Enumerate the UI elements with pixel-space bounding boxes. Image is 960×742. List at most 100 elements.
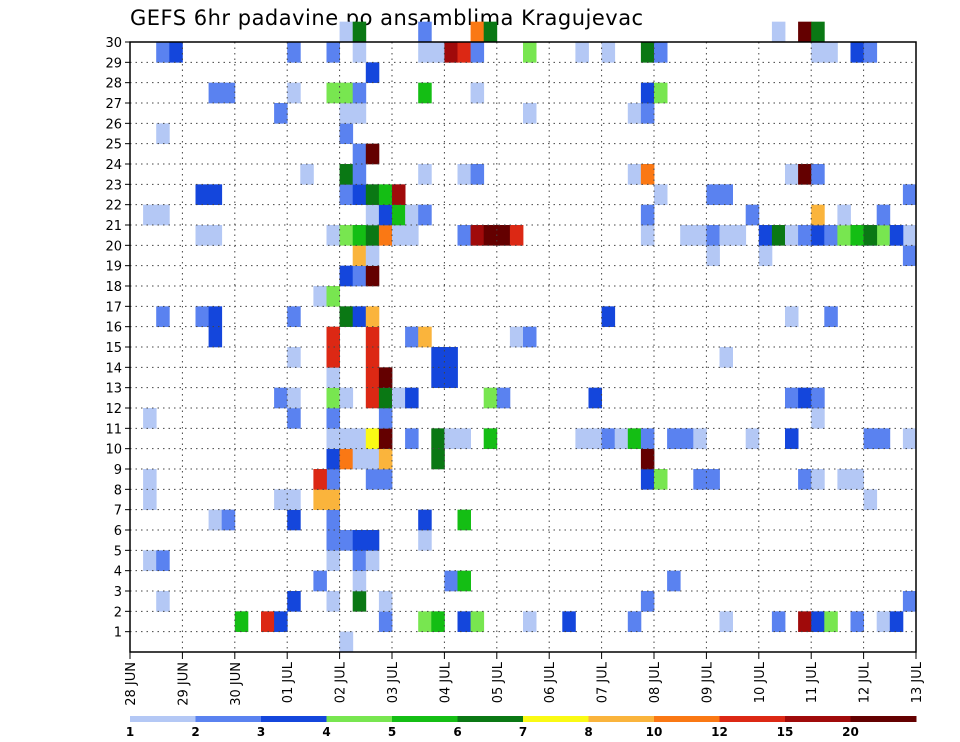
- y-tick-label: 8: [114, 483, 122, 498]
- heatmap-cell: [392, 225, 406, 246]
- heatmap-cell: [143, 469, 157, 490]
- x-tick-label: 12 JUL: [858, 661, 873, 703]
- heatmap-cell: [195, 225, 209, 246]
- heatmap-cell: [627, 611, 642, 632]
- y-tick-label: 12: [105, 402, 122, 417]
- colorbar-swatch: [850, 716, 917, 722]
- x-tick-label: 04 JUL: [438, 661, 453, 703]
- heatmap-cell: [143, 550, 157, 571]
- heatmap-cell: [824, 306, 838, 327]
- heatmap-cell: [863, 428, 878, 449]
- heatmap-cell: [378, 184, 393, 205]
- heatmap-cell: [902, 245, 917, 266]
- y-tick-label: 17: [105, 300, 122, 315]
- heatmap-cell: [483, 225, 498, 246]
- heatmap-cell: [326, 225, 340, 246]
- heatmap-cell: [706, 225, 720, 246]
- colorbar-swatch: [261, 716, 327, 722]
- colorbar-swatch: [654, 716, 720, 722]
- heatmap-cell: [287, 509, 301, 531]
- heatmap-cell: [208, 184, 223, 205]
- heatmap-cell: [902, 184, 917, 205]
- heatmap-cell: [352, 306, 367, 327]
- heatmap-cell: [143, 204, 157, 226]
- colorbar-swatch: [785, 716, 851, 722]
- heatmap-cell: [352, 448, 367, 470]
- heatmap-cell: [889, 611, 904, 632]
- y-tick-label: 9: [114, 463, 122, 478]
- heatmap-cell: [588, 428, 602, 449]
- heatmap-cell: [745, 204, 760, 226]
- heatmap-cell: [287, 347, 301, 368]
- heatmap-cell: [418, 164, 432, 185]
- y-tick-label: 5: [114, 544, 122, 559]
- y-tick-label: 20: [105, 239, 122, 254]
- heatmap-cell: [326, 550, 340, 571]
- heatmap-cell: [496, 225, 511, 246]
- heatmap-cell: [418, 530, 432, 551]
- heatmap-cell: [326, 408, 340, 429]
- heatmap-cell: [365, 387, 380, 409]
- heatmap-cell: [378, 611, 393, 632]
- y-tick-label: 15: [105, 341, 122, 356]
- heatmap-cell: [575, 42, 589, 63]
- y-tick-label: 14: [105, 361, 122, 376]
- heatmap-cell: [902, 225, 917, 246]
- y-tick-label: 11: [105, 422, 122, 437]
- heatmap-cell: [640, 103, 655, 124]
- colorbar-swatch: [392, 716, 458, 722]
- heatmap-cell: [378, 448, 393, 470]
- heatmap-cell: [156, 306, 170, 327]
- heatmap-cell: [352, 530, 367, 551]
- heatmap-cell: [287, 306, 301, 327]
- heatmap-cell: [824, 42, 838, 63]
- heatmap-cell: [274, 103, 288, 124]
- heatmap-cell: [680, 225, 694, 246]
- heatmap-cell: [470, 21, 485, 43]
- colorbar-label: 15: [777, 725, 794, 739]
- x-tick-label: 05 JUL: [491, 661, 506, 703]
- heatmap-cell: [274, 611, 288, 632]
- heatmap-cell: [798, 225, 812, 246]
- heatmap-cell: [195, 184, 209, 205]
- heatmap-cell: [326, 509, 340, 531]
- heatmap-cell: [654, 82, 668, 104]
- y-tick-label: 22: [105, 199, 122, 214]
- heatmap-cell: [470, 82, 485, 104]
- heatmap-cell: [811, 408, 825, 429]
- heatmap-cell: [156, 591, 170, 612]
- colorbar-swatch: [326, 716, 393, 722]
- heatmap-cell: [378, 591, 393, 612]
- chart-title: GEFS 6hr padavine po ansamblima Kragujev…: [130, 6, 644, 30]
- colorbar-swatch: [195, 716, 262, 722]
- heatmap-cell: [208, 326, 223, 348]
- heatmap-cell: [405, 326, 419, 348]
- heatmap-cell: [365, 367, 380, 388]
- heatmap-cell: [601, 306, 616, 327]
- heatmap-cell: [418, 326, 432, 348]
- heatmap-cell: [863, 42, 878, 63]
- heatmap-cell: [339, 184, 354, 205]
- heatmap-cell: [313, 570, 327, 592]
- heatmap-cell: [470, 225, 485, 246]
- heatmap-cell: [339, 265, 354, 287]
- heatmap-cell: [457, 611, 471, 632]
- heatmap-cell: [287, 489, 301, 510]
- heatmap-cell: [431, 448, 445, 470]
- heatmap-cell: [640, 42, 655, 63]
- heatmap-cell: [601, 42, 616, 63]
- heatmap-cell: [365, 469, 380, 490]
- heatmap-cell: [143, 489, 157, 510]
- heatmap-cell: [798, 164, 812, 185]
- x-tick-label: 28 JUN: [124, 662, 139, 706]
- heatmap-cell: [339, 448, 354, 470]
- x-tick-label: 02 JUL: [334, 661, 349, 703]
- x-tick-label: 13 JUL: [910, 661, 925, 703]
- heatmap-cell: [811, 469, 825, 490]
- y-tick-label: 7: [114, 504, 122, 519]
- x-tick-label: 09 JUL: [700, 661, 715, 703]
- heatmap-cell: [365, 428, 380, 449]
- x-tick-label: 03 JUL: [386, 661, 401, 703]
- heatmap-cell: [876, 225, 891, 246]
- heatmap-cell: [785, 387, 799, 409]
